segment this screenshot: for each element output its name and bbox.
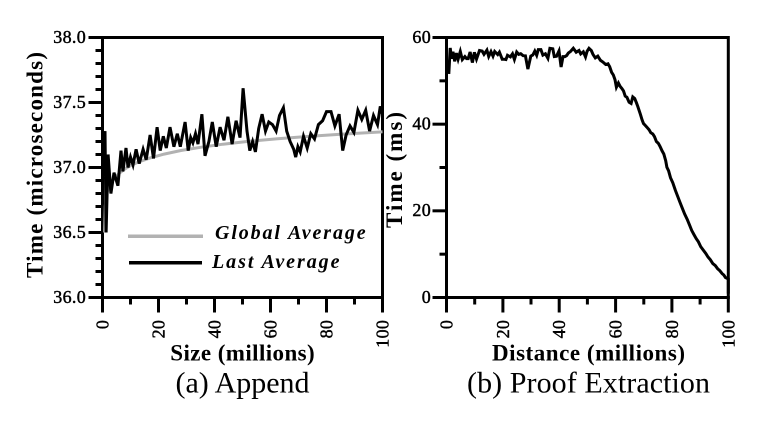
- svg-text:60: 60: [261, 320, 281, 339]
- svg-text:40: 40: [412, 114, 431, 134]
- svg-text:80: 80: [662, 320, 682, 339]
- svg-text:80: 80: [317, 320, 337, 339]
- svg-text:0: 0: [422, 287, 431, 307]
- svg-text:37.0: 37.0: [53, 157, 86, 177]
- svg-text:0: 0: [93, 320, 113, 329]
- svg-text:38.0: 38.0: [53, 27, 86, 47]
- svg-text:Global Average: Global Average: [215, 222, 366, 244]
- svg-text:60: 60: [606, 320, 626, 339]
- svg-text:Distance (millions): Distance (millions): [492, 341, 685, 366]
- svg-text:100: 100: [373, 320, 393, 348]
- svg-text:40: 40: [549, 320, 569, 339]
- svg-text:60: 60: [412, 27, 431, 47]
- svg-text:(b) Proof Extraction: (b) Proof Extraction: [467, 367, 710, 400]
- svg-text:37.5: 37.5: [53, 92, 86, 112]
- svg-text:20: 20: [412, 200, 431, 220]
- svg-text:0: 0: [437, 320, 457, 329]
- svg-text:Time (ms): Time (ms): [382, 112, 407, 228]
- svg-text:Size (millions): Size (millions): [170, 341, 314, 366]
- svg-text:20: 20: [493, 320, 513, 339]
- svg-text:Last Average: Last Average: [211, 251, 340, 273]
- svg-text:36.5: 36.5: [53, 222, 86, 242]
- svg-text:40: 40: [205, 320, 225, 339]
- svg-text:36.0: 36.0: [53, 287, 86, 307]
- svg-text:Time (microseconds): Time (microseconds): [23, 52, 48, 278]
- svg-text:20: 20: [149, 320, 169, 339]
- svg-text:100: 100: [718, 320, 738, 348]
- svg-text:(a) Append: (a) Append: [176, 367, 310, 400]
